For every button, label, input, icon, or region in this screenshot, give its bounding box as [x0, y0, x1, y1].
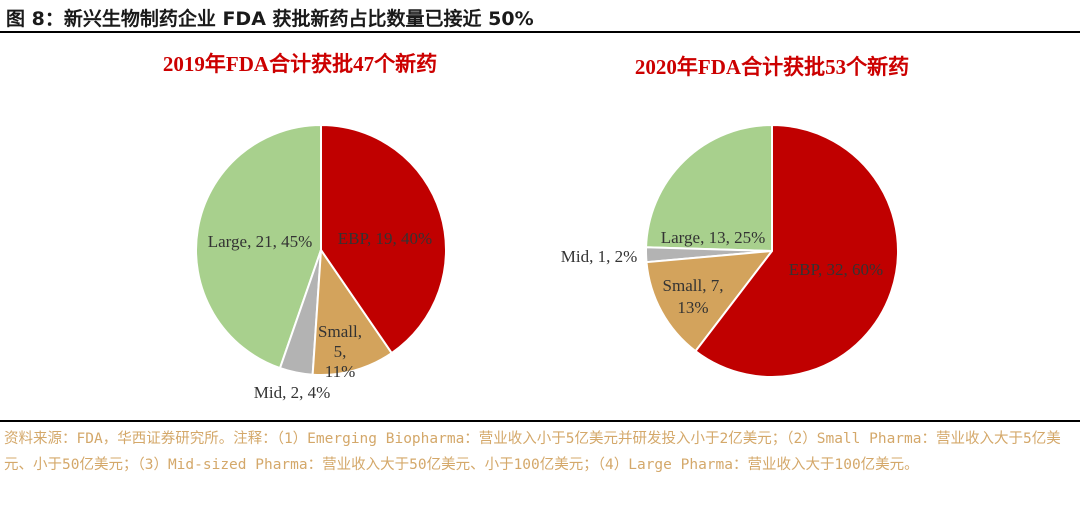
slice-label-ebp-2020: EBP, 32, 60%: [789, 260, 883, 279]
slice-label-large-2020: Large, 13, 25%: [661, 228, 766, 247]
pie-slice-ebp-2019: [320, 123, 447, 355]
pie-chart-2019: 2019年FDA合计获批47个新药 EBP, 19, 40% Small, 5, 11…: [163, 52, 447, 402]
chart-title-2019: 2019年FDA合计获批47个新药: [163, 52, 437, 76]
source-note: 资料来源：FDA，华西证券研究所。注释：（1）Emerging Biopharm…: [4, 431, 1061, 473]
pie-slice-large-2019: [195, 123, 322, 370]
slice-label-line: 5,: [334, 342, 347, 361]
slice-label-small-2019: Small, 5, 11%: [318, 322, 362, 381]
slice-label-line: Small,: [318, 322, 362, 341]
slice-label-large-2019: Large, 21, 45%: [208, 232, 313, 251]
pie-slice-ebp-2020: [694, 123, 899, 378]
pie-slice-large-2020: [645, 123, 773, 253]
chart-title-2020: 2020年FDA合计获批53个新药: [635, 55, 909, 79]
slice-label-ebp-2019: EBP, 19, 40%: [338, 229, 432, 248]
top-divider: [0, 31, 1080, 33]
pie-slice-small-2020: [645, 249, 775, 353]
slice-label-line: Small, 7,: [663, 276, 724, 295]
figure-title: 图 8：新兴生物制药企业 FDA 获批新药占比数量已接近 50%: [6, 8, 534, 30]
pie-slice-small-2019: [311, 247, 394, 376]
bottom-divider: [0, 420, 1080, 422]
slice-label-mid-2019: Mid, 2, 4%: [254, 383, 331, 402]
slice-label-line: 11%: [325, 362, 356, 381]
pie-charts: 2019年FDA合计获批47个新药 EBP, 19, 40% Small, 5, 11…: [163, 52, 909, 402]
figure-header: 图 8：新兴生物制药企业 FDA 获批新药占比数量已接近 50%: [0, 0, 1080, 30]
slice-label-line: 13%: [677, 298, 708, 317]
slice-label-small-2020: Small, 7, 13%: [663, 276, 724, 317]
slice-label-mid-2020: Mid, 1, 2%: [561, 247, 638, 266]
pie-chart-2020: 2020年FDA合计获批53个新药 EBP, 32, 60% Small, 7, 1…: [561, 55, 909, 378]
